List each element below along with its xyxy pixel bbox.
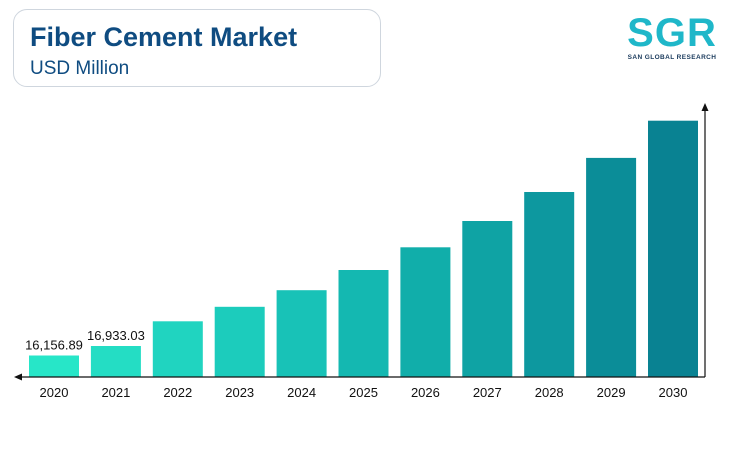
bar-2025 [338,270,389,377]
bar-2020 [29,355,79,377]
x-tick-label-2021: 2021 [101,385,130,400]
bar-2028 [524,192,575,377]
x-tick-label-2024: 2024 [287,385,316,400]
x-tick-label-2030: 2030 [659,385,688,400]
sgr-logo: SGR SAN GLOBAL RESEARCH [622,12,722,64]
labels-group: 2020 16,156.89 2021 16,933.03 2022 2023 2024 20… [25,328,687,400]
chart-title: Fiber Cement Market [30,22,298,52]
chart-subtitle: USD Million [30,58,130,79]
bar-2022 [152,321,203,377]
bar-2027 [462,221,513,377]
x-tick-label-2020: 2020 [40,385,69,400]
x-axis-arrow [14,373,22,381]
logo-letters: SGR [627,11,717,55]
data-label-2020: 16,156.89 [25,338,83,353]
bar-2024 [276,290,327,377]
bar-2030 [648,120,698,377]
data-label-2021: 16,933.03 [87,328,145,343]
y-axis-arrow [701,103,709,111]
x-tick-label-2027: 2027 [473,385,502,400]
x-tick-label-2022: 2022 [163,385,192,400]
bar-2023 [214,306,265,377]
bars-group [29,120,698,377]
logo-tagline: SAN GLOBAL RESEARCH [627,54,717,61]
x-tick-label-2025: 2025 [349,385,378,400]
title-card: Fiber Cement Market USD Million [13,9,381,87]
x-tick-label-2023: 2023 [225,385,254,400]
bar-2026 [400,247,451,377]
x-tick-label-2026: 2026 [411,385,440,400]
x-tick-label-2029: 2029 [597,385,626,400]
x-tick-label-2028: 2028 [535,385,564,400]
bar-2021 [90,346,141,377]
bar-2029 [586,157,637,377]
